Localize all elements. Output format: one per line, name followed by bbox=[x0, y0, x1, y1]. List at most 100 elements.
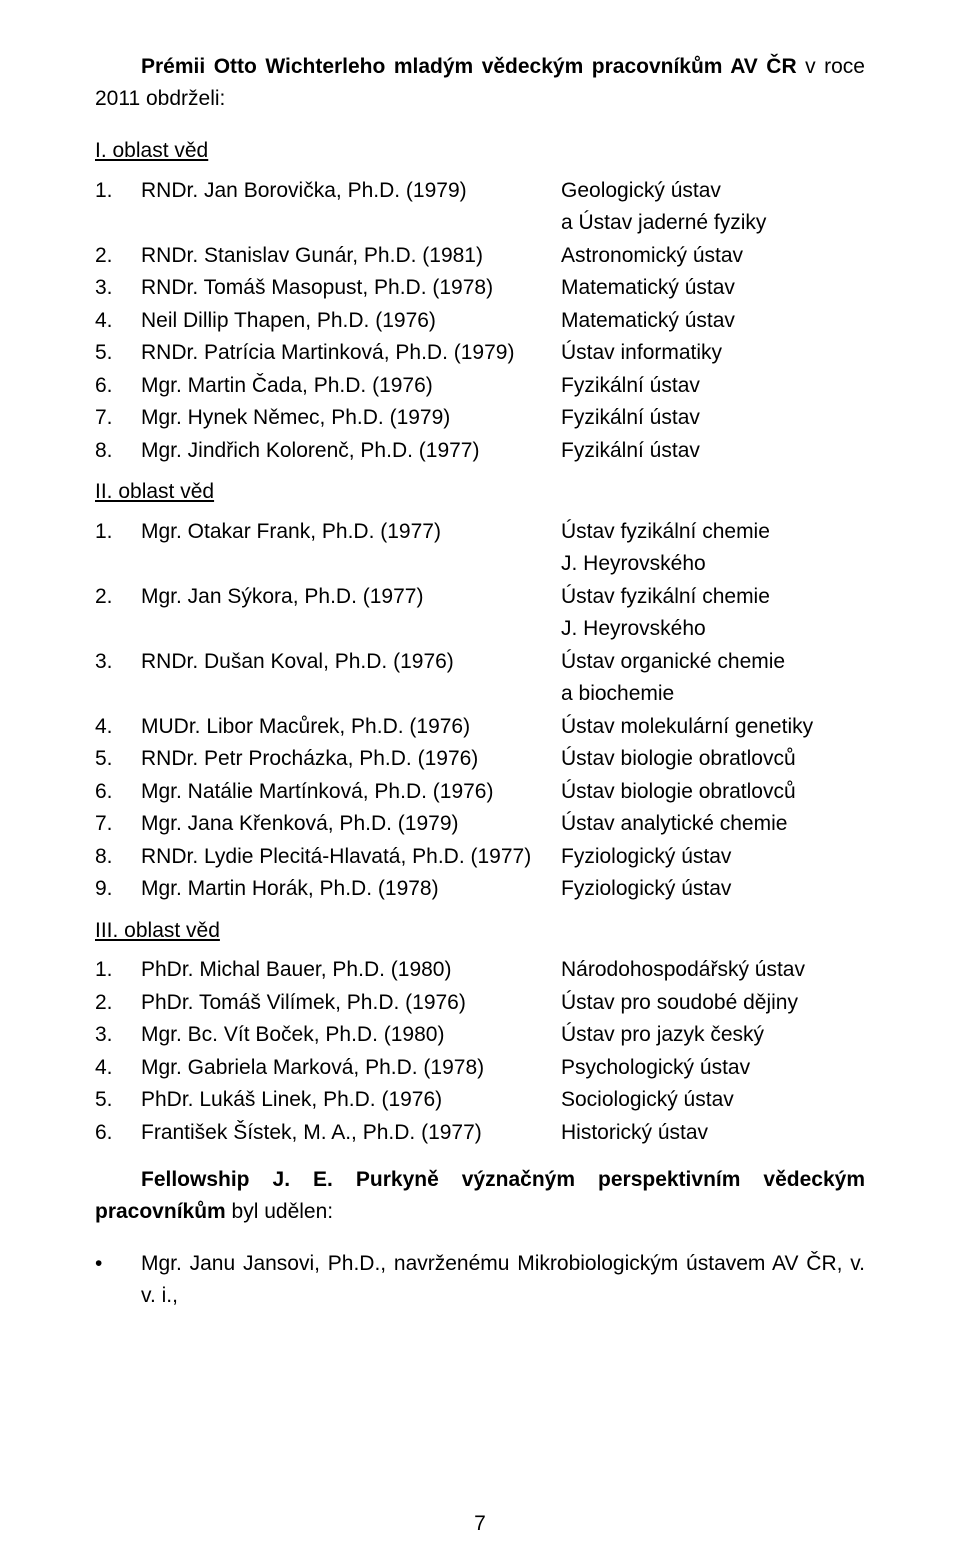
item-name: RNDr. Stanislav Gunár, Ph.D. (1981) bbox=[141, 240, 561, 272]
section-3-list: 1.PhDr. Michal Bauer, Ph.D. (1980)Národo… bbox=[95, 954, 865, 1148]
item-number: 9. bbox=[95, 873, 141, 905]
bullet-icon: • bbox=[95, 1248, 141, 1311]
intro-paragraph: Prémii Otto Wichterleho mladým vědeckým … bbox=[95, 51, 865, 114]
item-name: Mgr. Natálie Martínková, Ph.D. (1976) bbox=[141, 776, 561, 808]
item-name: Mgr. Martin Horák, Ph.D. (1978) bbox=[141, 873, 561, 905]
list-item: 7.Mgr. Jana Křenková, Ph.D. (1979)Ústav … bbox=[95, 808, 865, 840]
item-institution: Historický ústav bbox=[561, 1117, 865, 1149]
section-3-heading: III. oblast věd bbox=[95, 915, 865, 947]
item-name: Mgr. Otakar Frank, Ph.D. (1977) bbox=[141, 516, 561, 548]
page-number: 7 bbox=[0, 1508, 960, 1540]
item-number-empty bbox=[95, 207, 141, 239]
list-item-continuation: a Ústav jaderné fyziky bbox=[95, 207, 865, 239]
item-name-empty bbox=[141, 207, 561, 239]
item-name: Mgr. Jana Křenková, Ph.D. (1979) bbox=[141, 808, 561, 840]
item-institution: Ústav molekulární genetiky bbox=[561, 711, 865, 743]
item-number: 2. bbox=[95, 581, 141, 613]
section-2-list: 1.Mgr. Otakar Frank, Ph.D. (1977)Ústav f… bbox=[95, 516, 865, 905]
list-item-continuation: J. Heyrovského bbox=[95, 548, 865, 580]
list-item: 6.Mgr. Natálie Martínková, Ph.D. (1976)Ú… bbox=[95, 776, 865, 808]
list-item: 7.Mgr. Hynek Němec, Ph.D. (1979)Fyzikáln… bbox=[95, 402, 865, 434]
item-institution: Fyziologický ústav bbox=[561, 841, 865, 873]
item-institution: Psychologický ústav bbox=[561, 1052, 865, 1084]
list-item: 5.PhDr. Lukáš Linek, Ph.D. (1976)Sociolo… bbox=[95, 1084, 865, 1116]
item-number: 4. bbox=[95, 711, 141, 743]
item-name: Mgr. Jan Sýkora, Ph.D. (1977) bbox=[141, 581, 561, 613]
list-item: 8.RNDr. Lydie Plecitá-Hlavatá, Ph.D. (19… bbox=[95, 841, 865, 873]
fellowship-suffix: byl udělen: bbox=[226, 1200, 333, 1223]
item-name: RNDr. Lydie Plecitá-Hlavatá, Ph.D. (1977… bbox=[141, 841, 561, 873]
bullet-text: Mgr. Janu Jansovi, Ph.D., navrženému Mik… bbox=[141, 1248, 865, 1311]
item-number: 3. bbox=[95, 646, 141, 678]
item-institution: Sociologický ústav bbox=[561, 1084, 865, 1116]
item-number: 5. bbox=[95, 1084, 141, 1116]
item-number: 6. bbox=[95, 1117, 141, 1149]
item-number: 3. bbox=[95, 272, 141, 304]
list-item: 3.RNDr. Tomáš Masopust, Ph.D. (1978)Mate… bbox=[95, 272, 865, 304]
section-2-heading: II. oblast věd bbox=[95, 476, 865, 508]
list-item: 5.RNDr. Patrícia Martinková, Ph.D. (1979… bbox=[95, 337, 865, 369]
section-1-heading: I. oblast věd bbox=[95, 135, 865, 167]
item-number: 7. bbox=[95, 402, 141, 434]
item-name: Mgr. Hynek Němec, Ph.D. (1979) bbox=[141, 402, 561, 434]
list-item: 6.František Šístek, M. A., Ph.D. (1977)H… bbox=[95, 1117, 865, 1149]
item-name: RNDr. Jan Borovička, Ph.D. (1979) bbox=[141, 175, 561, 207]
item-institution: Matematický ústav bbox=[561, 272, 865, 304]
item-name: Mgr. Jindřich Kolorenč, Ph.D. (1977) bbox=[141, 435, 561, 467]
item-institution-line2: a biochemie bbox=[561, 678, 865, 710]
intro-bold: Prémii Otto Wichterleho mladým vědeckým … bbox=[141, 55, 797, 78]
item-institution: Ústav organické chemie bbox=[561, 646, 865, 678]
item-name-empty bbox=[141, 613, 561, 645]
fellowship-bold: Fellowship J. E. Purkyně význačným persp… bbox=[95, 1168, 865, 1223]
item-institution: Ústav fyzikální chemie bbox=[561, 516, 865, 548]
item-institution: Astronomický ústav bbox=[561, 240, 865, 272]
item-institution: Národohospodářský ústav bbox=[561, 954, 865, 986]
list-item: 2.RNDr. Stanislav Gunár, Ph.D. (1981)Ast… bbox=[95, 240, 865, 272]
item-institution: Ústav informatiky bbox=[561, 337, 865, 369]
item-name: MUDr. Libor Macůrek, Ph.D. (1976) bbox=[141, 711, 561, 743]
fellowship-paragraph: Fellowship J. E. Purkyně význačným persp… bbox=[95, 1164, 865, 1227]
list-item: 4.MUDr. Libor Macůrek, Ph.D. (1976)Ústav… bbox=[95, 711, 865, 743]
list-item: 3.Mgr. Bc. Vít Boček, Ph.D. (1980)Ústav … bbox=[95, 1019, 865, 1051]
item-number: 2. bbox=[95, 240, 141, 272]
item-number-empty bbox=[95, 678, 141, 710]
item-name: RNDr. Tomáš Masopust, Ph.D. (1978) bbox=[141, 272, 561, 304]
item-institution: Ústav analytické chemie bbox=[561, 808, 865, 840]
item-number-empty bbox=[95, 613, 141, 645]
list-item: 9.Mgr. Martin Horák, Ph.D. (1978)Fyziolo… bbox=[95, 873, 865, 905]
list-item: 3.RNDr. Dušan Koval, Ph.D. (1976)Ústav o… bbox=[95, 646, 865, 678]
item-name: Mgr. Gabriela Marková, Ph.D. (1978) bbox=[141, 1052, 561, 1084]
item-number: 6. bbox=[95, 370, 141, 402]
list-item: 8.Mgr. Jindřich Kolorenč, Ph.D. (1977)Fy… bbox=[95, 435, 865, 467]
item-name-empty bbox=[141, 548, 561, 580]
list-item-continuation: J. Heyrovského bbox=[95, 613, 865, 645]
list-item: 5.RNDr. Petr Procházka, Ph.D. (1976)Ústa… bbox=[95, 743, 865, 775]
item-institution: Ústav biologie obratlovců bbox=[561, 776, 865, 808]
list-item: 4.Neil Dillip Thapen, Ph.D. (1976)Matema… bbox=[95, 305, 865, 337]
item-number: 4. bbox=[95, 1052, 141, 1084]
item-institution: Matematický ústav bbox=[561, 305, 865, 337]
item-name: PhDr. Michal Bauer, Ph.D. (1980) bbox=[141, 954, 561, 986]
item-institution: Fyzikální ústav bbox=[561, 402, 865, 434]
item-number: 1. bbox=[95, 954, 141, 986]
item-number-empty bbox=[95, 548, 141, 580]
item-number: 6. bbox=[95, 776, 141, 808]
item-name: PhDr. Lukáš Linek, Ph.D. (1976) bbox=[141, 1084, 561, 1116]
item-institution-line2: a Ústav jaderné fyziky bbox=[561, 207, 865, 239]
item-name-empty bbox=[141, 678, 561, 710]
item-institution: Fyziologický ústav bbox=[561, 873, 865, 905]
item-name: Neil Dillip Thapen, Ph.D. (1976) bbox=[141, 305, 561, 337]
item-number: 4. bbox=[95, 305, 141, 337]
list-item: 2.PhDr. Tomáš Vilímek, Ph.D. (1976)Ústav… bbox=[95, 987, 865, 1019]
item-institution-line2: J. Heyrovského bbox=[561, 548, 865, 580]
list-item-continuation: a biochemie bbox=[95, 678, 865, 710]
item-name: RNDr. Dušan Koval, Ph.D. (1976) bbox=[141, 646, 561, 678]
item-number: 3. bbox=[95, 1019, 141, 1051]
item-institution: Ústav pro jazyk český bbox=[561, 1019, 865, 1051]
item-number: 8. bbox=[95, 435, 141, 467]
item-name: Mgr. Bc. Vít Boček, Ph.D. (1980) bbox=[141, 1019, 561, 1051]
list-item: 6.Mgr. Martin Čada, Ph.D. (1976)Fyzikáln… bbox=[95, 370, 865, 402]
item-name: Mgr. Martin Čada, Ph.D. (1976) bbox=[141, 370, 561, 402]
item-name: PhDr. Tomáš Vilímek, Ph.D. (1976) bbox=[141, 987, 561, 1019]
item-number: 1. bbox=[95, 516, 141, 548]
